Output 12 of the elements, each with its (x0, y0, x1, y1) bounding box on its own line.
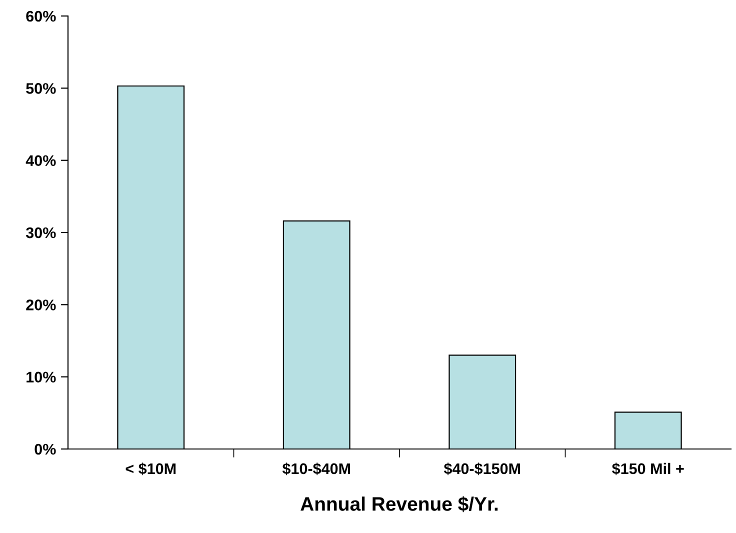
x-axis-title: Annual Revenue $/Yr. (300, 496, 498, 512)
y-tick-label: 50% (26, 83, 56, 94)
y-tick-label: 30% (26, 227, 56, 238)
x-tick-label: $10-$40M (282, 462, 350, 476)
x-tick-label: $150 Mil + (612, 462, 684, 476)
x-tick-label: $40-$150M (444, 462, 520, 476)
y-tick-label: 40% (26, 155, 56, 166)
y-tick-label: 0% (34, 444, 56, 455)
x-tick-label: < $10M (126, 462, 176, 476)
y-tick-label: 60% (26, 10, 56, 22)
y-tick-label: 20% (26, 300, 56, 310)
y-tick-label: 10% (26, 372, 56, 383)
